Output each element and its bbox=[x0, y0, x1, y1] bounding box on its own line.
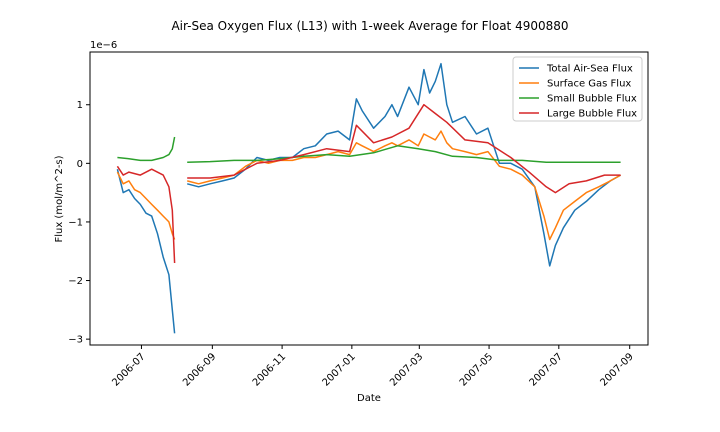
y-tick-label: 0 bbox=[77, 159, 83, 170]
series-line-3 bbox=[116, 103, 621, 264]
y-tick-label: −1 bbox=[68, 217, 83, 228]
axes-frame bbox=[89, 51, 649, 346]
y-tick-label: −2 bbox=[68, 276, 83, 287]
x-tick-label: 2007-05 bbox=[458, 351, 495, 388]
y-offset-text: 1e−6 bbox=[90, 40, 117, 51]
legend-label: Surface Gas Flux bbox=[547, 79, 631, 90]
x-tick-label: 2007-01 bbox=[321, 351, 358, 388]
legend-label: Small Bubble Flux bbox=[547, 94, 637, 105]
y-axis-label: Flux (mol/m^2-s) bbox=[54, 155, 65, 242]
series-line-2 bbox=[117, 136, 621, 163]
x-tick-label: 2006-07 bbox=[110, 351, 147, 388]
x-tick-label: 2006-11 bbox=[251, 351, 288, 388]
legend-box bbox=[512, 56, 643, 122]
legend-label: Total Air-Sea Flux bbox=[546, 64, 633, 75]
legend: Total Air-Sea Flux Surface Gas Flux Small … bbox=[512, 56, 643, 122]
plot-area bbox=[116, 62, 621, 334]
legend-label: Large Bubble Flux bbox=[547, 109, 637, 120]
x-tick-label: 2007-07 bbox=[528, 351, 565, 388]
y-tick-label: 1 bbox=[77, 100, 83, 111]
x-axis: 2006-07 2006-09 2006-11 2007-01 2007-03 2007-… bbox=[110, 345, 636, 389]
y-tick-label: −3 bbox=[68, 335, 83, 346]
x-axis-label: Date bbox=[357, 393, 381, 404]
x-tick-label: 2007-03 bbox=[388, 351, 425, 388]
x-tick-label: 2007-09 bbox=[598, 351, 635, 388]
y-axis: 1 0 −1 −2 −3 bbox=[68, 100, 90, 346]
chart-title: Air-Sea Oxygen Flux (L13) with 1-week Av… bbox=[171, 19, 568, 33]
series-line-1 bbox=[116, 130, 621, 241]
x-tick-label: 2006-09 bbox=[181, 351, 218, 388]
